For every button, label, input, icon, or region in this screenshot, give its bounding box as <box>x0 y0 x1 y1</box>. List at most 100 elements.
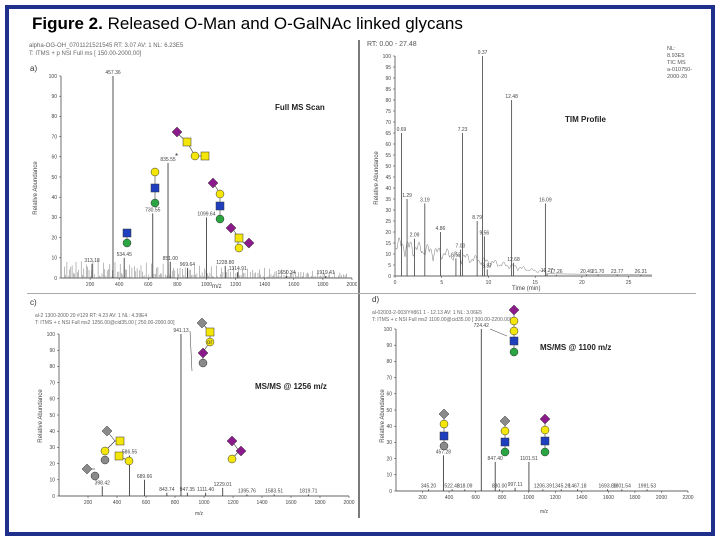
sialic-acid-icon <box>508 304 520 316</box>
sialic-acid-icon <box>226 435 238 447</box>
panel-a-xlabel: m/z <box>212 284 222 290</box>
panel-b-trace: 0.69 1.29 2.09 3.19 4.86 6.52 7.00 7.23 8.79 9.37… <box>394 50 653 276</box>
panel-b-ytick-label: 90 <box>385 76 391 82</box>
glcnac-icon <box>509 336 519 346</box>
panel-a-peak-label: 730.55 <box>145 207 161 213</box>
panel-d-caption: MS/MS @ 1100 m/z <box>540 343 611 352</box>
panel-c-ytick-label: 70 <box>49 380 55 386</box>
panel-a-ytick-label: 20 <box>51 235 57 241</box>
panel-b-ytick-label: 15 <box>385 241 391 247</box>
panel-c-msms-1256: c) al-2 1300-2000 20 #129 RT: 4.23 AV: 1… <box>27 296 357 518</box>
pointer-line <box>189 330 193 372</box>
galactose-icon <box>227 454 237 464</box>
panel-a-ytick-label: 90 <box>51 94 57 100</box>
panel-a-xtick-label: 1800 <box>317 282 328 288</box>
figure-number: Figure 2. <box>32 14 103 33</box>
panel-c-ytick-label: 50 <box>49 413 55 419</box>
glcnac-icon <box>122 228 132 238</box>
mannose-icon <box>122 238 132 248</box>
panel-d-ytick-label: 70 <box>386 375 392 381</box>
panel-b-peak-label: 7.00 <box>456 244 466 250</box>
galactose-icon <box>234 243 244 253</box>
panel-b-ytick-label: 70 <box>385 120 391 126</box>
panel-d-xtick-label: 1200 <box>550 495 561 501</box>
panel-b-peak-label: 2.09 <box>410 233 420 239</box>
panel-a-xtick-label: 600 <box>144 282 153 288</box>
panel-c-xtick-label: 1800 <box>314 500 325 506</box>
panel-c-peak-label: 1229.01 <box>214 482 232 488</box>
panel-c-header2: T: ITMS + c NSI Full ms2 1256.00@cid35.0… <box>35 320 175 326</box>
panel-c-peak-label: 1583.51 <box>265 488 283 494</box>
panel-b-peak-label: 6.52 <box>451 252 461 258</box>
panel-c-ytick-label: 60 <box>49 397 55 403</box>
panel-a-peak-label: 313.18 <box>84 258 100 264</box>
galnac-icon <box>200 151 210 161</box>
panel-b-ytick-label: 75 <box>385 109 391 115</box>
panel-c-ytick-label: 40 <box>49 429 55 435</box>
panel-b-ytick-label: 30 <box>385 208 391 214</box>
panel-d-peak-label: 1991.53 <box>638 483 656 489</box>
panel-d-ytick-label: 0 <box>389 489 392 495</box>
galactose-icon <box>100 446 110 456</box>
panel-b-peak-label: 4.86 <box>436 226 446 232</box>
galactose-icon <box>540 425 550 435</box>
panel-b-peak-label: 21.70 <box>592 269 605 275</box>
panel-a-ytick-label: 10 <box>51 256 57 262</box>
galnac-icon <box>234 233 244 243</box>
panel-b-peak-label: 0.69 <box>397 127 407 133</box>
panel-d-ytick-label: 20 <box>386 456 392 462</box>
panel-a-xtick-label: 1400 <box>259 282 270 288</box>
panel-d-ylabel: Relative Abundance <box>380 389 386 443</box>
sialic-acid-icon <box>207 177 219 189</box>
sialic-acid-icon <box>235 445 247 457</box>
fucose-icon <box>81 463 93 475</box>
panel-b-nl-line: a-010750- <box>667 67 692 73</box>
pointer-line <box>489 328 508 337</box>
panel-c-ytick-label: 0 <box>52 494 55 500</box>
panel-b-ytick-label: 100 <box>383 54 392 60</box>
panel-c-peak-label: 947.35 <box>180 487 196 493</box>
panel-c-xtick-label: 1400 <box>256 500 267 506</box>
panel-a-peak-label: 457.36 <box>105 70 121 76</box>
panel-a-peak-label: 1099.64 <box>197 211 215 217</box>
panel-b-ytick-label: 40 <box>385 186 391 192</box>
panel-a-peak-label: 1314.91 <box>229 266 247 272</box>
panel-a-header2: T: ITMS + p NSI Full ms [ 150.00-2000.00… <box>29 51 142 57</box>
panel-b-xtick-label: 15 <box>532 280 538 286</box>
panel-b-nl-line: NL: <box>667 46 676 52</box>
panel-b-nl-line: TIC MS <box>667 60 686 66</box>
panel-d-ytick-label: 50 <box>386 408 392 414</box>
sialic-acid-icon <box>197 347 209 359</box>
panel-d-label: d) <box>372 296 379 304</box>
panel-b-peak-label: 16.09 <box>539 197 552 203</box>
panel-d-ytick-label: 100 <box>384 327 393 333</box>
panel-a-svg: alpha-OG-OH_0701121521545 RT: 3.07 AV: 1… <box>29 43 358 290</box>
panel-a-xtick-label: 1000 <box>201 282 212 288</box>
panel-a-ytick-label: 30 <box>51 215 57 221</box>
panel-b-xlabel: Time (min) <box>512 286 540 292</box>
panel-d-svg: d) al-02003-2-003/Y#861 1 - 12.13 AV: 1 … <box>372 295 694 515</box>
panel-b-axes: 1009590858075706560555045403530252015105… <box>383 54 652 286</box>
panel-c-or-label: or <box>207 340 212 346</box>
panel-c-peak-label: 1395.76 <box>238 488 256 494</box>
sialic-acid-icon <box>171 126 183 138</box>
panel-b-ytick-label: 55 <box>385 153 391 159</box>
panel-d-peak-label: 997.11 <box>508 482 523 488</box>
panel-b-peak-label: 12.68 <box>507 257 520 263</box>
panel-a-xtick-label: 400 <box>115 282 124 288</box>
panel-c-header1: al-2 1300-2000 20 #129 RT: 4.23 AV: 1 NL… <box>35 313 147 319</box>
galnac-icon <box>205 327 215 337</box>
panel-a-ytick-label: 70 <box>51 134 57 140</box>
glcnac-icon <box>439 431 449 441</box>
panel-b-peak-label: 3.19 <box>420 197 430 203</box>
panel-d-xtick-label: 1000 <box>523 495 534 501</box>
panel-d-xtick-label: 1400 <box>576 495 587 501</box>
panel-b-ytick-label: 50 <box>385 164 391 170</box>
hexose-icon <box>198 358 208 368</box>
panel-b-ytick-label: 95 <box>385 65 391 71</box>
panel-b-peak-label: 9.37 <box>478 50 488 56</box>
panel-a-label: a) <box>30 64 37 73</box>
panel-c-xtick-label: 600 <box>142 500 151 506</box>
panel-c-xtick-label: 2000 <box>343 500 354 506</box>
